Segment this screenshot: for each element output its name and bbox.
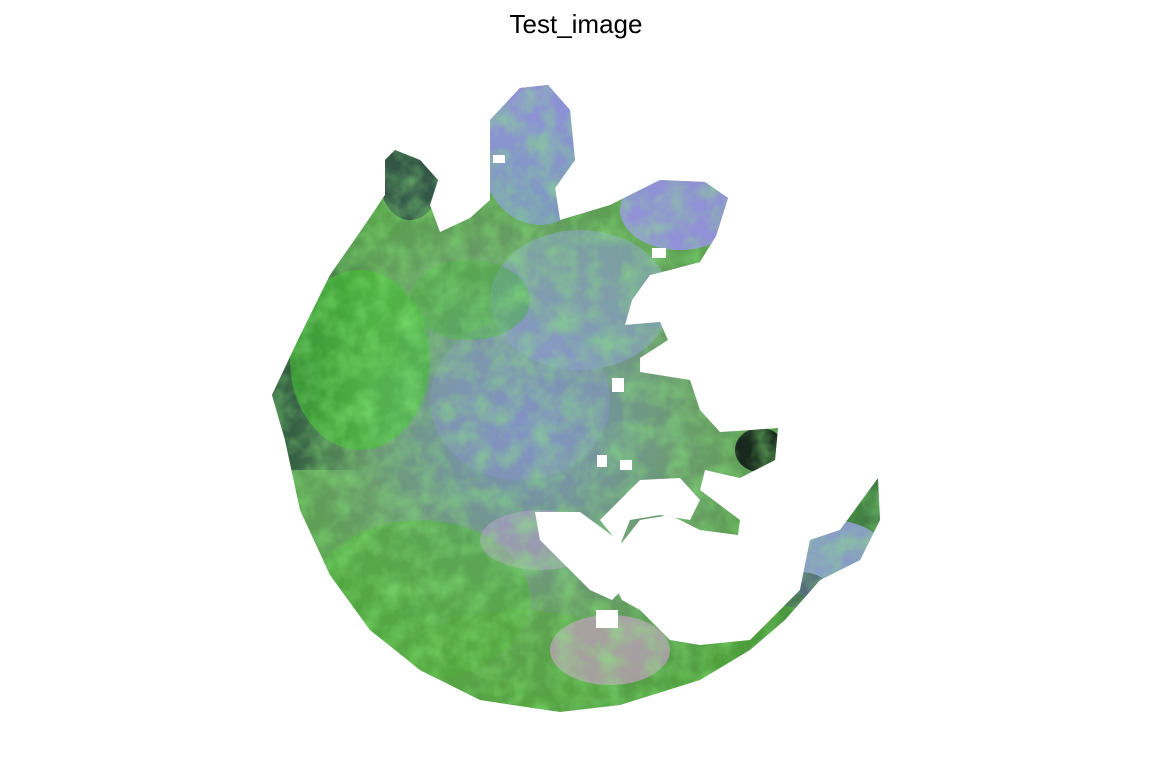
image-holes bbox=[493, 90, 700, 628]
image-content bbox=[272, 85, 880, 712]
plot-title: Test_image bbox=[509, 9, 643, 39]
